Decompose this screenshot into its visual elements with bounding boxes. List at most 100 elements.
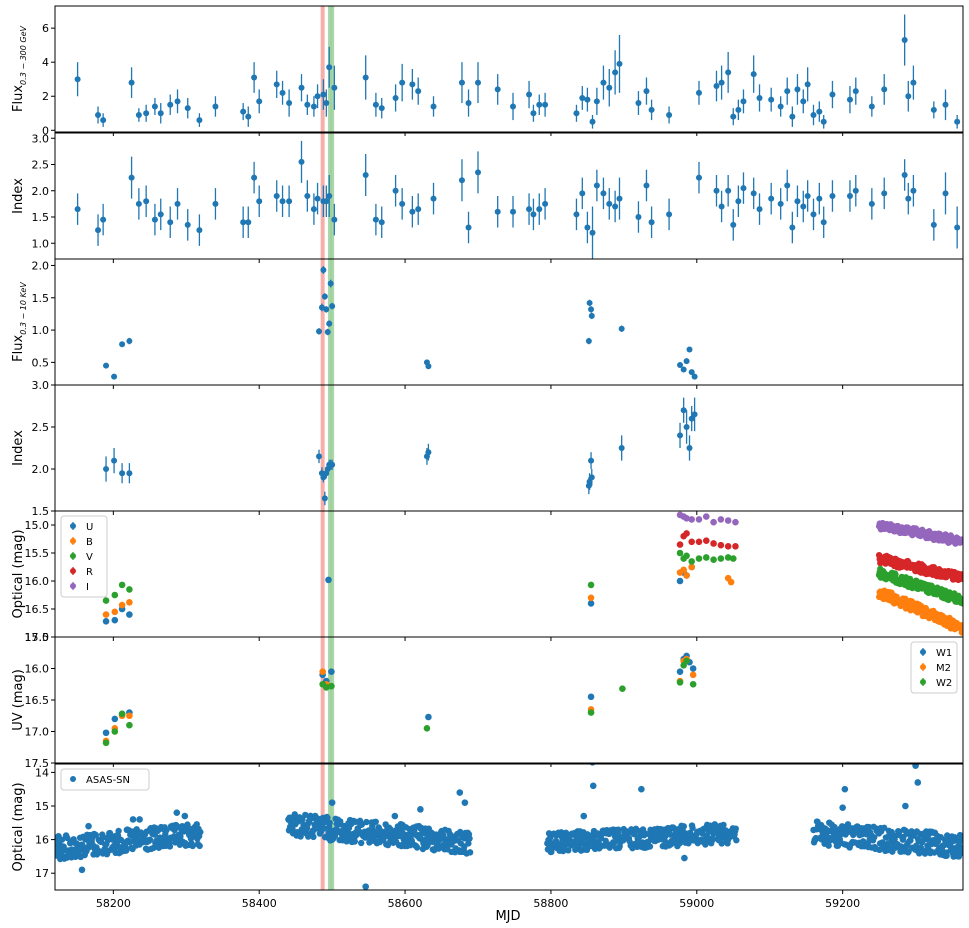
- data-point-series: [320, 474, 327, 481]
- data-point-series: [126, 338, 133, 345]
- data-point-series: [95, 227, 102, 234]
- y-tick-label: 1.5: [32, 292, 50, 305]
- data-point-b: [727, 578, 735, 586]
- data-point-m2: [319, 668, 326, 675]
- data-point-series: [119, 470, 126, 477]
- data-point-asas-sn-dense: [565, 847, 572, 854]
- data-point-series: [245, 113, 252, 120]
- data-point-series: [286, 198, 293, 205]
- data-point-asas-sn-dense: [326, 819, 333, 827]
- data-point-asas-sn: [387, 826, 394, 833]
- y-tick-label: 14: [35, 766, 49, 779]
- data-point-series: [331, 84, 338, 91]
- data-point-series: [310, 206, 317, 213]
- data-point-asas-sn: [589, 782, 597, 790]
- data-point-v: [729, 555, 737, 562]
- data-point-series: [616, 195, 623, 202]
- data-point-series: [304, 193, 311, 199]
- data-point-series: [573, 211, 580, 218]
- data-point-v: [118, 581, 126, 589]
- data-point-series: [784, 88, 791, 95]
- panel-frame: [54, 5, 964, 133]
- data-point-series: [326, 320, 333, 327]
- reference-band-1: [320, 133, 325, 259]
- data-point-asas-sn-dense: [615, 826, 622, 833]
- data-point-series: [868, 103, 875, 110]
- panel-frame: [54, 510, 964, 638]
- data-point-v: [676, 549, 684, 557]
- data-point-asas-sn-dense: [880, 824, 888, 831]
- data-point-series: [157, 211, 164, 218]
- data-point-asas-sn-dense: [457, 828, 464, 836]
- data-point-series: [829, 193, 836, 199]
- data-point-v: [724, 554, 732, 561]
- data-point-series: [643, 88, 650, 95]
- data-point-r: [683, 530, 690, 537]
- data-point-asas-sn-dense: [197, 828, 204, 836]
- data-point-series: [494, 208, 501, 215]
- data-point-series: [585, 338, 592, 345]
- data-point-asas-sn-dense: [844, 821, 852, 828]
- legend-label-b: B: [86, 537, 93, 548]
- data-point-series: [409, 208, 416, 215]
- data-point-i: [695, 516, 703, 523]
- data-point-series: [151, 216, 158, 223]
- data-point-w1: [587, 693, 595, 701]
- data-point-asas-sn-dense: [885, 840, 892, 847]
- data-point-u: [102, 618, 110, 625]
- data-point-series: [740, 98, 747, 105]
- data-point-series: [372, 101, 379, 108]
- data-point-series: [458, 79, 465, 86]
- data-point-asas-sn-dense: [959, 834, 963, 842]
- data-point-series: [196, 227, 203, 234]
- data-point-series: [103, 362, 110, 369]
- data-point-series: [526, 91, 533, 98]
- data-point-series: [95, 111, 102, 118]
- legend-box: [60, 515, 108, 598]
- data-point-series: [942, 190, 949, 197]
- data-point-asas-sn-dense: [667, 831, 674, 838]
- data-point-series: [930, 106, 937, 113]
- data-point-series: [273, 193, 280, 199]
- data-point-asas-sn-dense: [465, 840, 472, 847]
- data-point-i: [732, 518, 739, 526]
- data-point-asas-sn-dense: [646, 843, 654, 850]
- data-point-i: [710, 518, 717, 526]
- data-point-w2: [423, 725, 431, 732]
- panel-frame: [54, 384, 964, 512]
- data-point-v: [126, 586, 133, 593]
- data-point-asas-sn-dense: [115, 827, 122, 835]
- data-point-b: [111, 608, 119, 616]
- data-point-series: [465, 224, 472, 231]
- data-point-series: [750, 71, 757, 78]
- data-point-series: [954, 224, 961, 231]
- data-point-asas-sn-dense: [871, 834, 878, 841]
- data-point-series: [768, 96, 775, 103]
- data-point-series: [362, 74, 369, 81]
- y-tick-label: 17: [35, 867, 49, 880]
- data-point-series: [316, 453, 323, 460]
- data-point-asas-sn-dense: [732, 825, 739, 832]
- data-point-v: [717, 555, 725, 562]
- data-point-series: [643, 182, 650, 189]
- data-point-series: [196, 117, 203, 124]
- legend-marker-r: [70, 568, 76, 574]
- data-point-asas-sn: [902, 802, 909, 810]
- y-tick-label: 0: [42, 124, 49, 137]
- data-point-series: [740, 185, 747, 192]
- y-tick-label: 0.5: [32, 356, 50, 369]
- data-point-series: [256, 198, 263, 205]
- data-point-series: [212, 200, 219, 207]
- data-point-asas-sn: [81, 756, 88, 763]
- data-point-series: [323, 306, 330, 313]
- data-point-series: [399, 200, 406, 207]
- y-axis-label: Index: [11, 178, 26, 214]
- data-point-series: [212, 103, 219, 110]
- data-point-asas-sn-dense: [718, 840, 725, 847]
- data-point-v: [102, 597, 110, 604]
- data-point-asas-sn-dense: [363, 818, 370, 826]
- data-point-b: [683, 572, 690, 579]
- y-tick-label: 2.0: [32, 463, 50, 476]
- data-point-series: [542, 200, 549, 207]
